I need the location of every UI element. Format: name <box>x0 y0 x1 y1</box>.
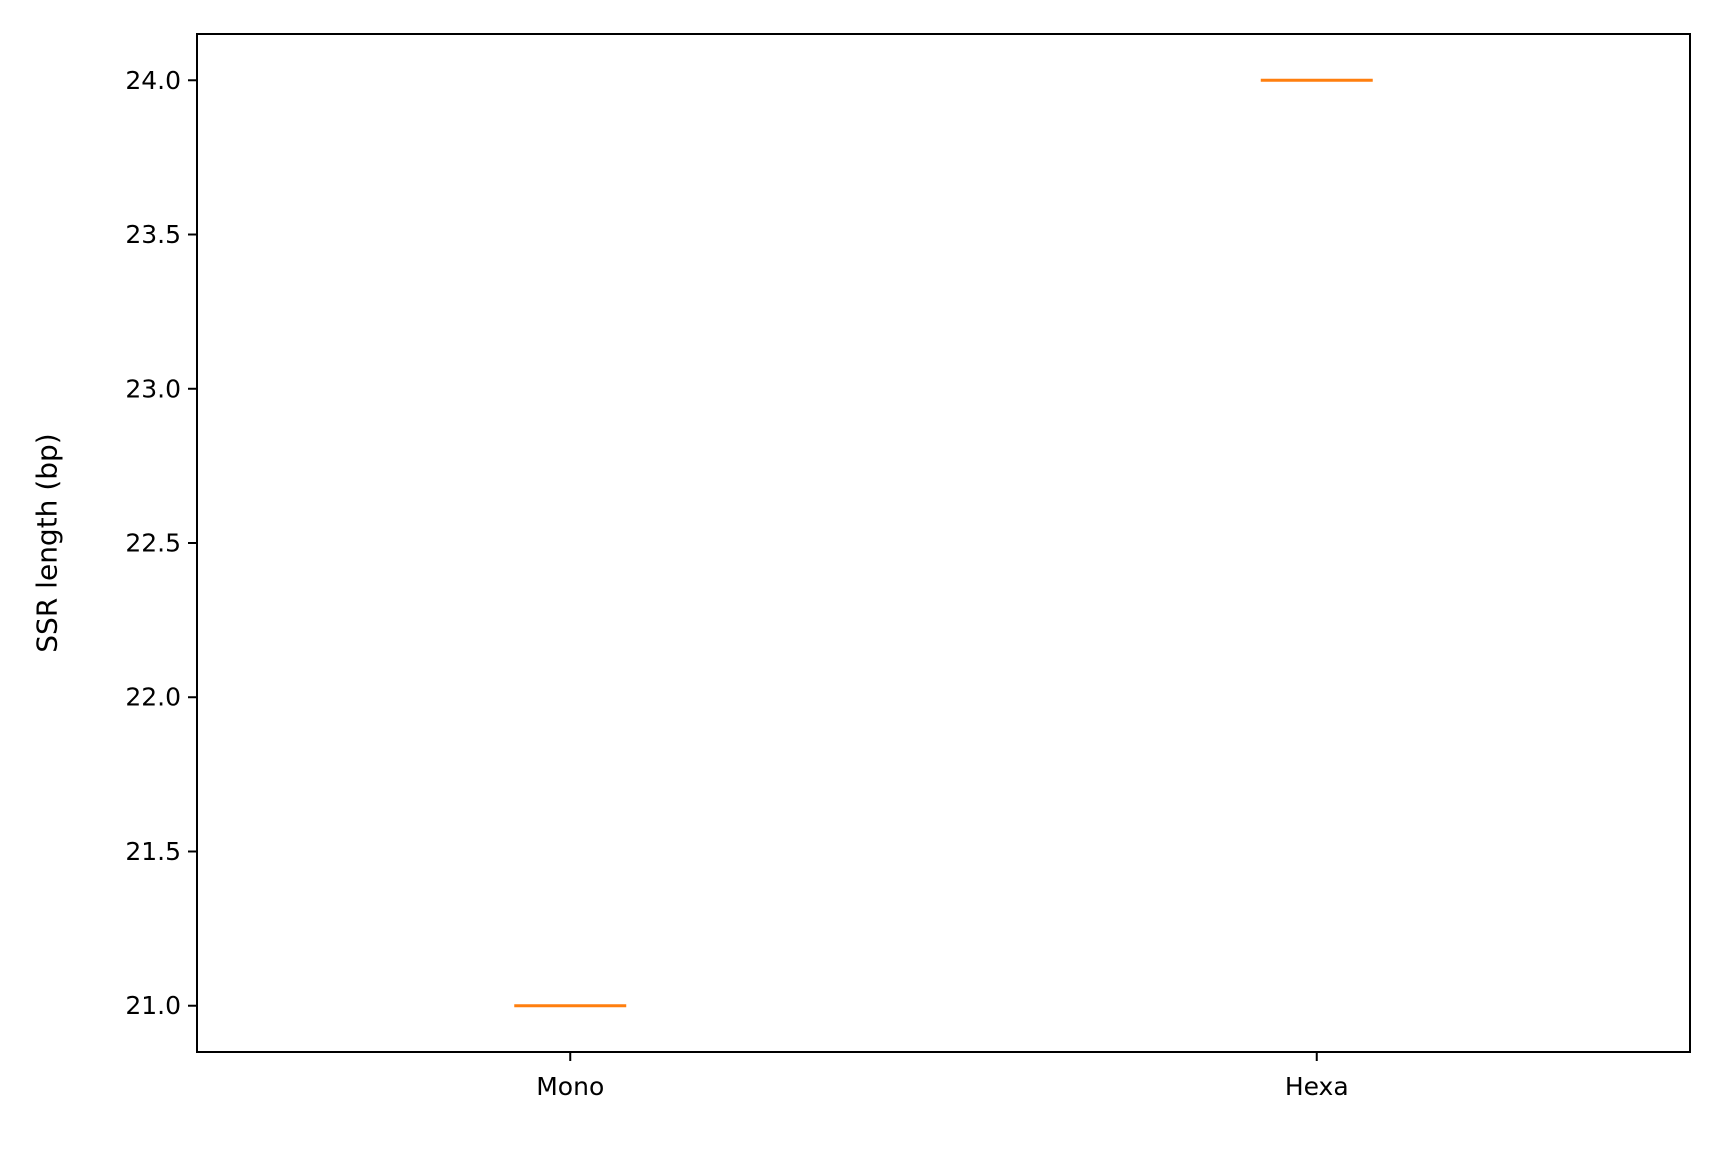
x-axis-ticks: Mono Hexa <box>536 1052 1349 1101</box>
y-tick-label: 21.5 <box>125 837 181 866</box>
box-plot-marks <box>514 78 1373 1008</box>
y-tick-label: 23.5 <box>125 220 181 249</box>
y-tick-label: 23.0 <box>125 374 181 403</box>
plot-area-frame <box>196 33 1691 1053</box>
x-tick-label: Hexa <box>1285 1072 1349 1101</box>
y-tick-label: 24.0 <box>125 66 181 95</box>
y-tick-label: 22.5 <box>125 529 181 558</box>
y-tick-label: 21.0 <box>125 991 181 1020</box>
x-tick-label: Mono <box>536 1072 604 1101</box>
y-axis-label: SSR length (bp) <box>31 433 64 652</box>
y-tick-label: 22.0 <box>125 683 181 712</box>
y-axis-ticks: 21.0 21.5 22.0 22.5 23.0 23.5 24.0 <box>125 66 197 1020</box>
